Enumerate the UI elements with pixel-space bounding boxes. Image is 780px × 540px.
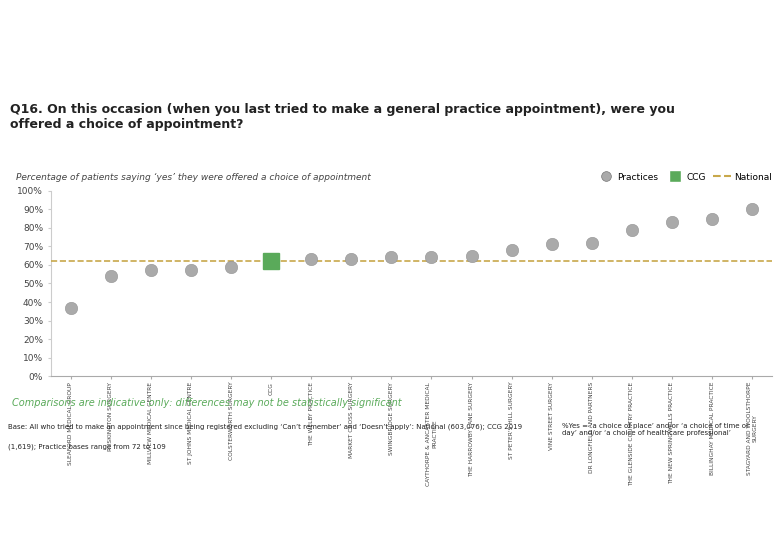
Text: Percentage of patients saying ‘yes’ they were offered a choice of appointment: Percentage of patients saying ‘yes’ they…: [16, 172, 370, 181]
Text: Comparisons are indicative only: differences may not be statistically significan: Comparisons are indicative only: differe…: [12, 397, 401, 408]
Text: Q16. On this occasion (when you last tried to make a general practice appointmen: Q16. On this occasion (when you last tri…: [10, 103, 675, 131]
Text: Social Research Institute: Social Research Institute: [8, 496, 103, 505]
Text: Ipsos MORI: Ipsos MORI: [8, 470, 69, 480]
Text: 25: 25: [379, 489, 401, 507]
Text: © Ipsos MORI    18-042653-01 | Version 1 | Public: © Ipsos MORI 18-042653-01 | Version 1 | …: [8, 525, 162, 531]
Text: (1,619); Practice bases range from 72 to 109: (1,619); Practice bases range from 72 to…: [8, 443, 165, 449]
Text: i: i: [726, 490, 732, 509]
Text: how the CCG’s practices compare: how the CCG’s practices compare: [10, 63, 405, 83]
Text: Base: All who tried to make an appointment since being registered excluding ‘Can: Base: All who tried to make an appointme…: [8, 423, 522, 429]
Text: Choice of appointment:: Choice of appointment:: [10, 20, 286, 40]
Legend: Practices, CCG, National: Practices, CCG, National: [593, 169, 775, 185]
Text: %Yes = ‘a choice of place’ and/or ‘a choice of time or
day’ and/or ‘a choice of : %Yes = ‘a choice of place’ and/or ‘a cho…: [562, 423, 749, 436]
